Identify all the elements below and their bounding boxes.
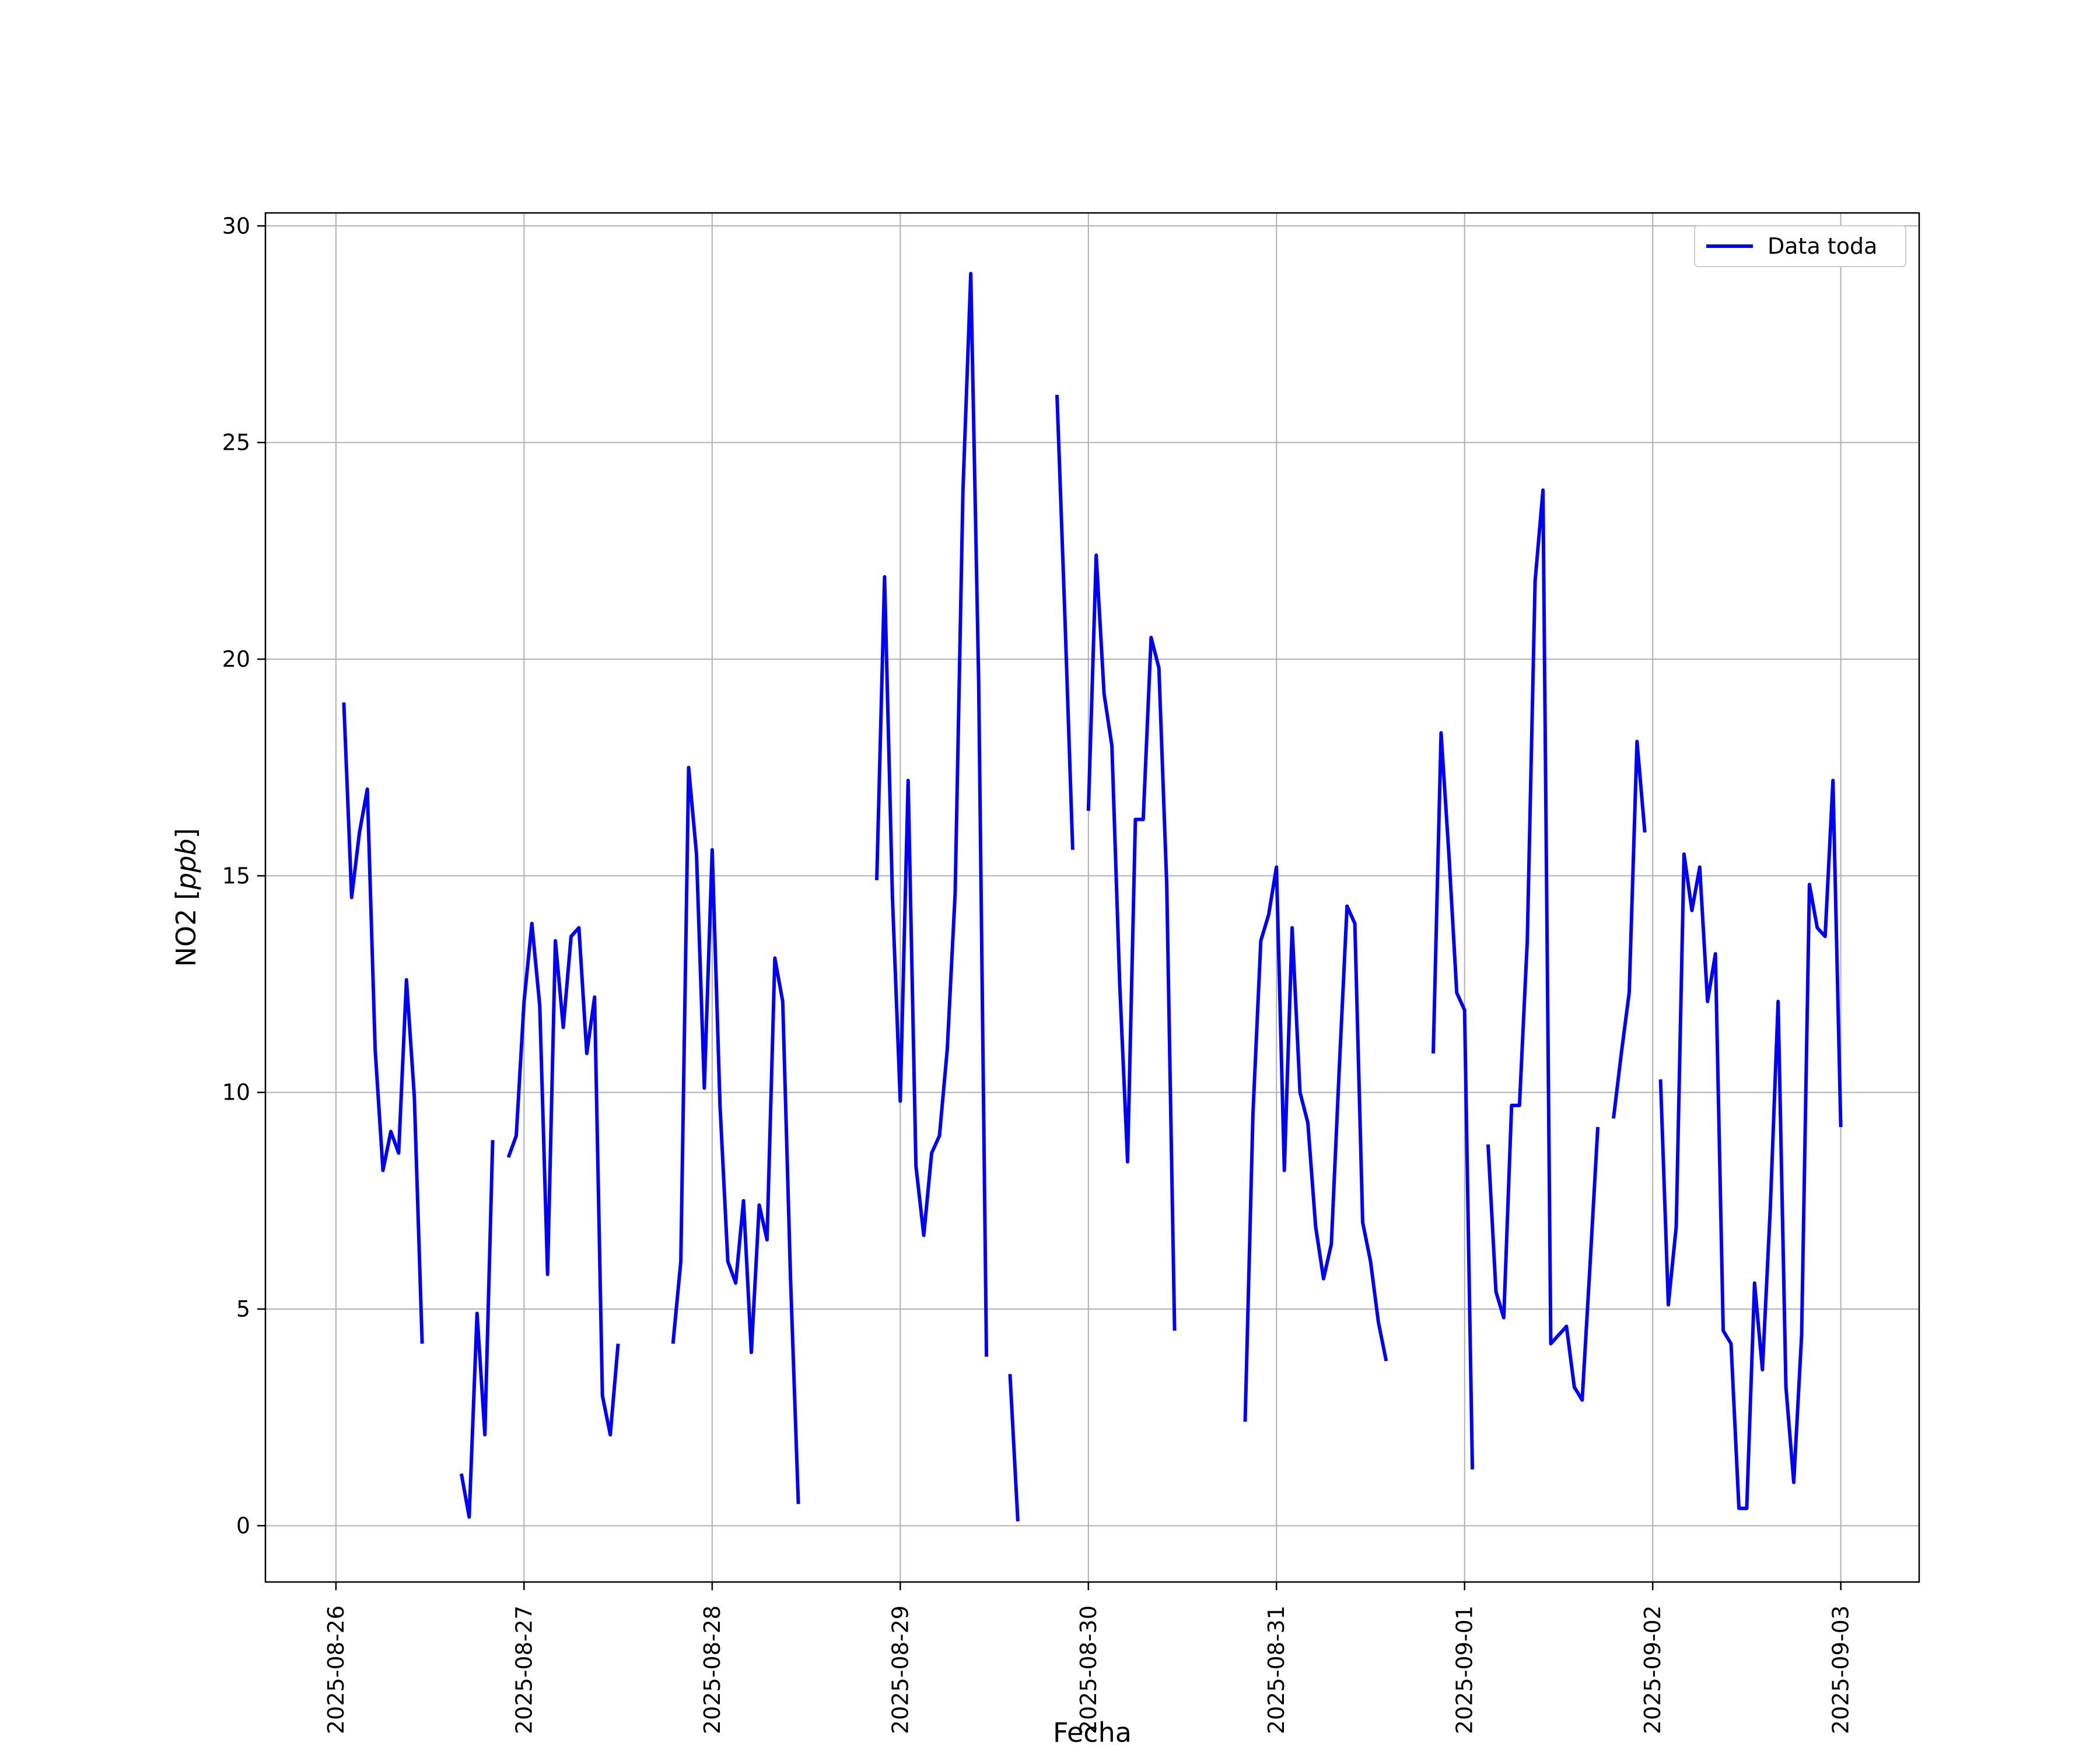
y-axis-label: NO2 [ppb] bbox=[170, 828, 202, 967]
x-axis-ticks: 2025-08-26 2025-08-27 2025-08-28 2025-08-29… bbox=[323, 1582, 1854, 1734]
y-tick-label: 10 bbox=[222, 1080, 250, 1105]
x-axis-label: Fecha bbox=[1053, 1717, 1132, 1748]
x-tick-label: 2025-08-28 bbox=[699, 1605, 725, 1734]
x-tick-label: 2025-09-01 bbox=[1452, 1605, 1478, 1734]
y-tick-label: 15 bbox=[222, 863, 250, 888]
series-line-segment bbox=[1486, 488, 1600, 1402]
legend-box bbox=[1694, 225, 1906, 267]
series-line-segment bbox=[671, 765, 800, 1504]
plot-area bbox=[265, 213, 1919, 1582]
y-tick-label: 25 bbox=[222, 430, 250, 456]
series-line-segment bbox=[1612, 740, 1647, 1119]
series-layer bbox=[342, 272, 1843, 1522]
y-axis-label-close: ] bbox=[170, 828, 202, 838]
y-axis-label-quantity: NO2 [ bbox=[170, 890, 202, 967]
series-line-segment bbox=[1055, 394, 1074, 850]
x-tick-label: 2025-09-02 bbox=[1640, 1605, 1665, 1734]
x-tick-label: 2025-08-31 bbox=[1264, 1605, 1289, 1734]
series-line-segment bbox=[459, 1140, 495, 1519]
x-tick-label: 2025-08-27 bbox=[511, 1605, 537, 1734]
series-line-segment bbox=[1243, 865, 1388, 1422]
series-line-segment bbox=[506, 922, 620, 1437]
y-axis-label-unit: ppb bbox=[170, 838, 202, 890]
x-tick-label: 2025-08-26 bbox=[323, 1605, 349, 1734]
x-tick-label: 2025-08-30 bbox=[1076, 1605, 1101, 1734]
series-line-segment bbox=[1658, 779, 1843, 1510]
y-axis-ticks: 0 5 10 15 20 25 30 bbox=[222, 213, 265, 1538]
series-line-segment bbox=[1432, 731, 1475, 1469]
y-tick-label: 5 bbox=[236, 1296, 250, 1322]
series-line-segment bbox=[342, 702, 424, 1344]
x-tick-label: 2025-09-03 bbox=[1828, 1605, 1854, 1734]
x-tick-label: 2025-08-29 bbox=[887, 1605, 913, 1734]
y-tick-label: 20 bbox=[222, 646, 250, 672]
y-tick-label: 30 bbox=[222, 213, 250, 239]
plot-frame bbox=[264, 212, 1920, 1583]
series-line-segment bbox=[1086, 553, 1177, 1331]
legend-entry-label: Data toda bbox=[1768, 233, 1877, 259]
y-tick-label: 0 bbox=[236, 1513, 250, 1538]
series-line-segment bbox=[875, 272, 989, 1357]
legend: Data toda bbox=[1694, 225, 1906, 267]
series-line-segment bbox=[1008, 1374, 1020, 1522]
